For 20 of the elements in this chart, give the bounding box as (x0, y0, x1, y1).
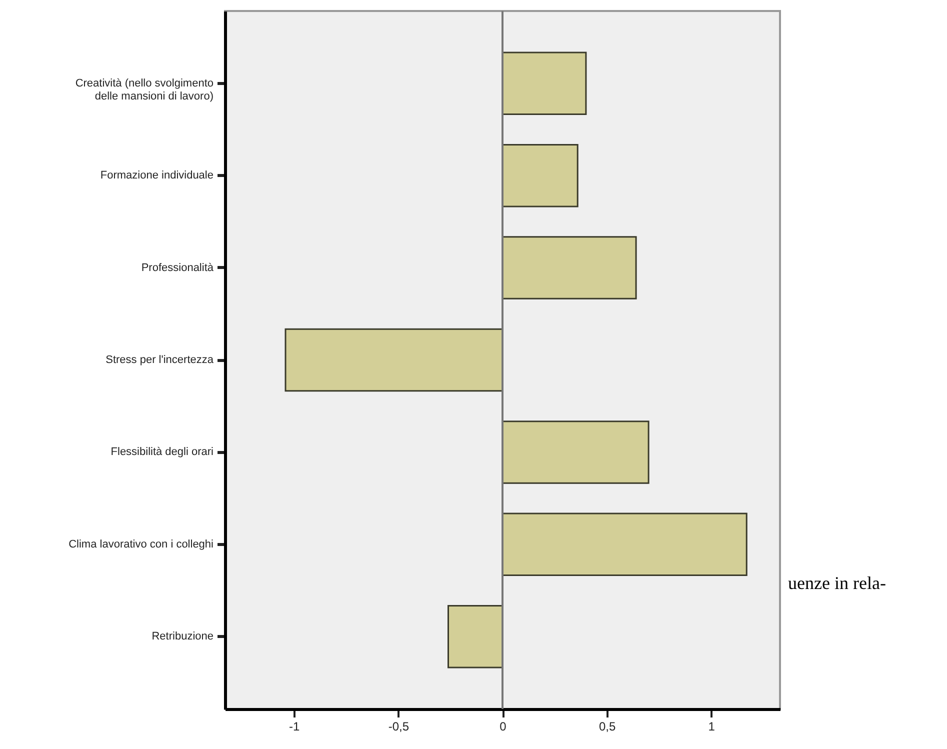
y-tick-label: Creatività (nello svolgimento delle mansioni di lavoro) (75, 77, 214, 102)
x-tick-label: 0 (500, 720, 507, 734)
y-tick-label: Professionalità (141, 262, 214, 274)
y-tick-label: Flessibilità degli orari (110, 446, 214, 458)
bar (448, 604, 504, 668)
y-tick-label: Clima lavorativo con i colleghi (68, 538, 214, 550)
y-tick-label: Stress per l'incertezza (106, 354, 214, 366)
bar (502, 144, 578, 208)
bar (502, 236, 637, 300)
x-tick-label: 0,5 (598, 720, 616, 734)
y-tick-label: Retribuzione (152, 630, 214, 643)
x-tick-label: -1 (289, 720, 300, 734)
text: uenze in rela- (788, 573, 886, 594)
x-tick-label: 1 (708, 720, 716, 734)
bar (502, 52, 587, 116)
x-tick-label: -0,5 (388, 720, 410, 734)
bar (502, 512, 748, 576)
y-tick-label: Formazione individuale (100, 170, 214, 182)
bar (502, 420, 650, 484)
bar (284, 328, 504, 392)
